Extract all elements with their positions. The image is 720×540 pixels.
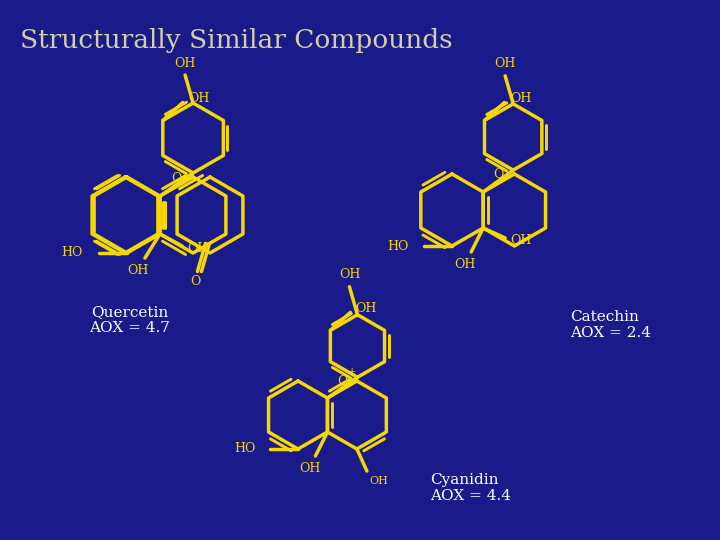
Text: OH: OH — [510, 233, 532, 246]
Text: O: O — [190, 275, 201, 288]
Text: OH: OH — [187, 241, 209, 254]
Text: O: O — [337, 375, 347, 388]
Text: Quercetin
AOX = 4.7: Quercetin AOX = 4.7 — [89, 305, 171, 335]
Text: Structurally Similar Compounds: Structurally Similar Compounds — [20, 28, 453, 53]
Text: Cyanidin
AOX = 4.4: Cyanidin AOX = 4.4 — [430, 473, 511, 503]
Text: OH: OH — [495, 57, 516, 70]
Text: OH: OH — [356, 302, 377, 315]
Text: OH: OH — [338, 268, 360, 281]
Text: OH: OH — [127, 264, 148, 276]
Text: Catechin
AOX = 2.4: Catechin AOX = 2.4 — [570, 310, 651, 340]
Text: +: + — [348, 367, 356, 376]
Text: HO: HO — [235, 442, 256, 456]
Text: O: O — [494, 168, 504, 181]
Text: HO: HO — [387, 240, 409, 253]
Text: O: O — [171, 172, 181, 185]
Text: OH: OH — [188, 92, 210, 105]
Text: OH: OH — [299, 462, 320, 475]
Text: OH: OH — [369, 476, 388, 486]
Text: OH: OH — [454, 258, 476, 271]
Text: OH: OH — [174, 57, 196, 70]
Text: HO: HO — [62, 246, 83, 260]
Text: OH: OH — [510, 92, 531, 105]
